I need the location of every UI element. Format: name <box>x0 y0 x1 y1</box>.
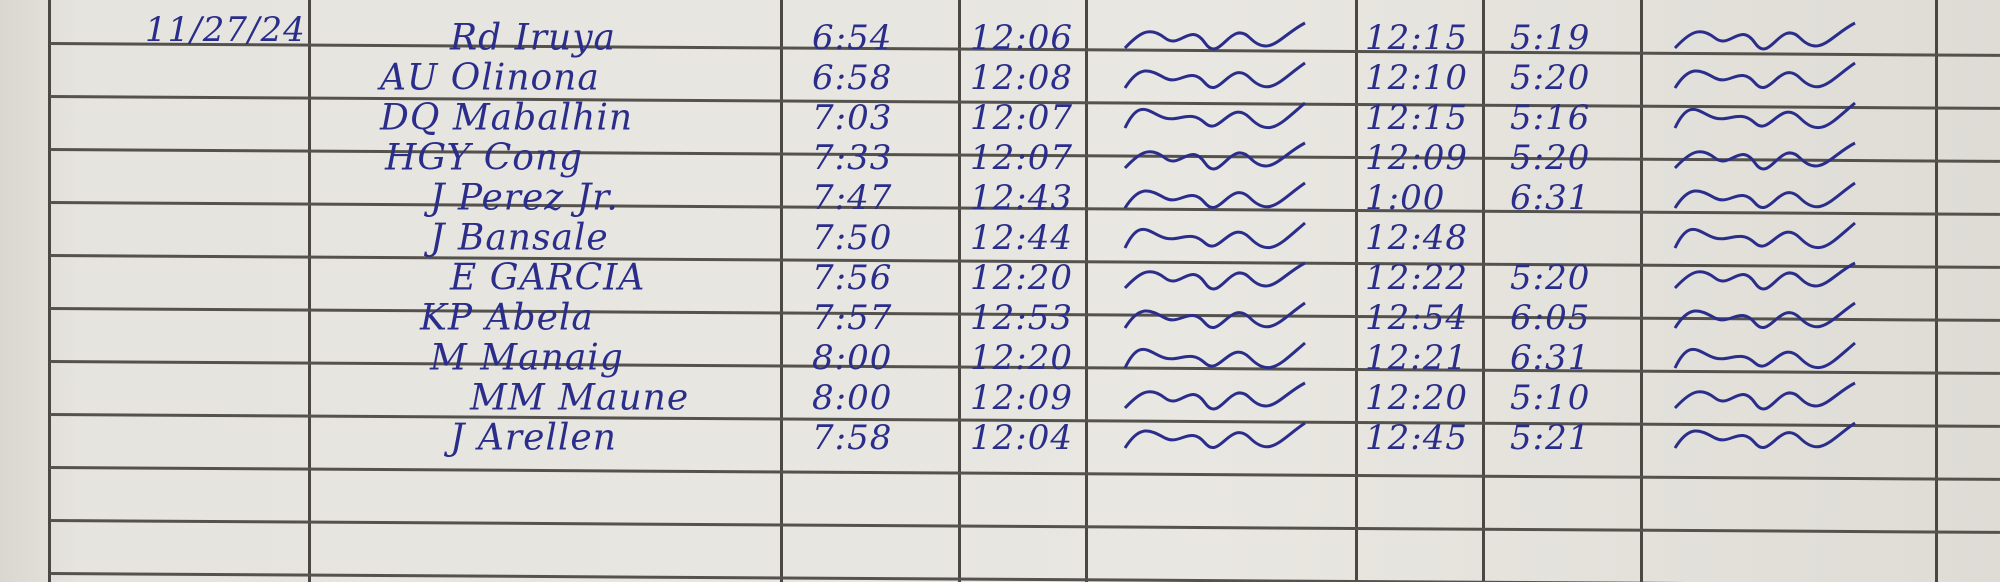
pm-time-out: 6:31 <box>1510 178 1591 218</box>
row-divider <box>49 572 2000 582</box>
signature-mark <box>1123 61 1306 89</box>
signature-mark <box>1673 261 1856 291</box>
signature-mark <box>1123 101 1306 130</box>
employee-name: DQ Mabalhin <box>380 97 634 139</box>
column-divider <box>1935 0 1938 582</box>
signature-mark <box>1123 341 1306 370</box>
date-entry: 11/27/24 <box>145 10 306 50</box>
am-time-out: 12:07 <box>970 98 1073 138</box>
signature-mark <box>1123 301 1306 329</box>
pm-time-in: 12:21 <box>1365 338 1468 378</box>
signature-mark <box>1123 261 1306 291</box>
am-time-out: 12:06 <box>970 18 1073 58</box>
am-time-in: 7:03 <box>812 98 893 138</box>
signature-mark <box>1123 381 1306 411</box>
pm-time-in: 12:22 <box>1365 258 1468 298</box>
am-time-out: 12:20 <box>970 258 1073 298</box>
column-divider <box>780 0 783 582</box>
am-time-in: 7:57 <box>812 298 893 338</box>
pm-time-in: 12:15 <box>1365 18 1468 58</box>
pm-time-in: 12:45 <box>1365 418 1468 458</box>
am-time-out: 12:07 <box>970 138 1073 178</box>
am-time-in: 7:47 <box>812 178 893 218</box>
signature-mark <box>1673 61 1856 89</box>
am-time-in: 6:58 <box>812 58 893 98</box>
pm-time-out: 5:20 <box>1510 58 1591 98</box>
signature-mark <box>1123 221 1306 250</box>
am-time-in: 7:56 <box>812 258 893 298</box>
pm-time-in: 12:54 <box>1365 298 1468 338</box>
pm-time-in: 12:20 <box>1365 378 1468 418</box>
employee-name: MM Maune <box>470 377 690 419</box>
column-divider <box>1640 0 1643 582</box>
column-divider <box>308 0 311 582</box>
signature-mark <box>1673 181 1856 209</box>
employee-name: KP Abela <box>420 297 594 339</box>
column-divider <box>1355 0 1358 582</box>
row-divider <box>49 466 2000 481</box>
am-time-out: 12:09 <box>970 378 1073 418</box>
signature-mark <box>1673 421 1856 449</box>
signature-mark <box>1673 141 1856 171</box>
pm-time-out: 5:19 <box>1510 18 1591 58</box>
signature-mark <box>1673 101 1856 130</box>
signature-mark <box>1673 341 1856 370</box>
am-time-out: 12:04 <box>970 418 1073 458</box>
signature-mark <box>1673 381 1856 411</box>
am-time-out: 12:43 <box>970 178 1073 218</box>
employee-name: J Perez Jr. <box>430 177 619 219</box>
pm-time-in: 12:15 <box>1365 98 1468 138</box>
column-divider <box>48 0 51 582</box>
row-divider <box>49 519 2000 534</box>
pm-time-in: 12:09 <box>1365 138 1468 178</box>
pm-time-out: 5:10 <box>1510 378 1591 418</box>
am-time-in: 6:54 <box>812 18 893 58</box>
employee-name: E GARCIA <box>450 257 646 299</box>
pm-time-out: 6:31 <box>1510 338 1591 378</box>
am-time-out: 12:44 <box>970 218 1073 258</box>
signature-mark <box>1673 221 1856 250</box>
pm-time-in: 12:48 <box>1365 218 1468 258</box>
am-time-out: 12:08 <box>970 58 1073 98</box>
am-time-out: 12:20 <box>970 338 1073 378</box>
column-divider <box>958 0 961 582</box>
pm-time-out: 5:20 <box>1510 138 1591 178</box>
pm-time-out: 5:16 <box>1510 98 1591 138</box>
pm-time-out: 5:20 <box>1510 258 1591 298</box>
signature-mark <box>1123 181 1306 209</box>
am-time-in: 8:00 <box>812 378 893 418</box>
am-time-in: 7:50 <box>812 218 893 258</box>
employee-name: J Bansale <box>430 217 609 259</box>
employee-name: Rd Iruya <box>450 17 617 59</box>
pm-time-in: 12:10 <box>1365 58 1468 98</box>
column-divider <box>1085 0 1088 582</box>
signature-mark <box>1123 21 1306 51</box>
signature-mark <box>1673 301 1856 329</box>
employee-name: J Arellen <box>450 417 617 459</box>
pm-time-out: 5:21 <box>1510 418 1591 458</box>
signature-mark <box>1123 141 1306 171</box>
pm-time-in: 1:00 <box>1365 178 1446 218</box>
pm-time-out: 6:05 <box>1510 298 1591 338</box>
employee-name: HGY Cong <box>385 137 584 179</box>
am-time-in: 7:33 <box>812 138 893 178</box>
am-time-in: 7:58 <box>812 418 893 458</box>
am-time-in: 8:00 <box>812 338 893 378</box>
am-time-out: 12:53 <box>970 298 1073 338</box>
employee-name: AU Olinona <box>380 57 600 99</box>
signature-mark <box>1123 421 1306 449</box>
signature-mark <box>1673 21 1856 51</box>
employee-name: M Manaig <box>430 337 624 379</box>
column-divider <box>1482 0 1485 582</box>
